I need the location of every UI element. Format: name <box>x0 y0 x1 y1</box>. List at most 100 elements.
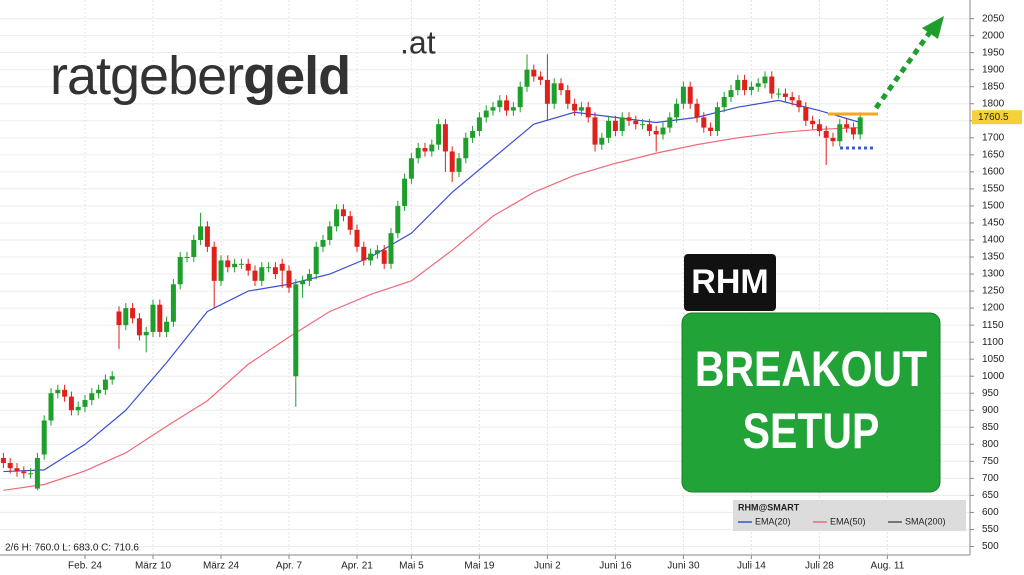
candle-body <box>810 120 816 125</box>
candle-body <box>272 267 278 275</box>
x-tick-label: Juni 16 <box>599 561 632 572</box>
candle-body <box>708 127 714 132</box>
candle-body <box>381 250 387 264</box>
candle-body <box>823 131 829 138</box>
x-tick-label: Mai 5 <box>399 561 424 572</box>
candle-body <box>497 100 503 108</box>
candle-body <box>626 117 632 121</box>
candle-body <box>198 226 204 240</box>
candle-body <box>34 457 40 489</box>
candle-body <box>374 250 380 254</box>
y-tick-label: 1300 <box>982 269 1005 280</box>
candle-body <box>347 216 353 230</box>
y-tick-label: 1250 <box>982 286 1005 297</box>
candle-body <box>585 107 591 118</box>
y-tick-label: 1550 <box>982 184 1005 195</box>
candles <box>0 54 863 491</box>
legend: EMA(20) EMA(50) SMA(200) <box>738 516 946 526</box>
candle-body <box>646 124 652 132</box>
candle-body <box>238 263 244 265</box>
x-tick-label: Juli 14 <box>737 561 766 572</box>
x-tick-label: März 10 <box>135 561 172 572</box>
candle-body <box>7 463 13 469</box>
candle-body <box>334 209 340 227</box>
legend-label: EMA(50) <box>830 516 866 526</box>
candle-body <box>116 311 122 326</box>
candle-body <box>776 93 782 95</box>
candle-body <box>300 280 306 285</box>
candle-body <box>306 274 312 281</box>
candle-body <box>225 260 231 268</box>
candle-body <box>769 76 775 94</box>
candle-body <box>395 205 401 234</box>
candle-body <box>102 379 108 390</box>
legend-label: SMA(200) <box>905 516 946 526</box>
legend-box <box>733 500 966 531</box>
candle-body <box>48 393 54 421</box>
candle-body <box>640 124 646 126</box>
candle-body <box>320 239 326 247</box>
candle-body <box>803 107 809 121</box>
candle-body <box>422 148 428 152</box>
candle-body <box>782 93 788 97</box>
candle-body <box>762 76 768 84</box>
y-tick-label: 1100 <box>982 337 1004 348</box>
y-tick-label: 1650 <box>982 149 1005 160</box>
y-tick-label: 1500 <box>982 201 1005 212</box>
y-tick-label: 500 <box>982 541 999 552</box>
candle-body <box>89 393 95 401</box>
candle-body <box>313 246 319 275</box>
candle-body <box>232 263 238 268</box>
candle-body <box>266 267 272 269</box>
y-tick-label: 650 <box>982 490 999 501</box>
last-price-box <box>972 110 1022 125</box>
candle-body <box>14 468 20 472</box>
levels <box>828 112 878 150</box>
candle-body <box>599 137 605 145</box>
candle-body <box>592 117 598 145</box>
candle-body <box>286 270 292 288</box>
y-tick-label: 900 <box>982 405 999 416</box>
y-tick-label: 1700 <box>982 132 1005 143</box>
y-tick-label: 1450 <box>982 218 1005 229</box>
y-tick-label: 850 <box>982 422 999 433</box>
candle-body <box>429 144 435 152</box>
candle-body <box>544 79 550 104</box>
candle-body <box>436 124 442 145</box>
y-tick-label: 550 <box>982 524 999 535</box>
y-tick-label: 1600 <box>982 167 1005 178</box>
candle-body <box>340 209 346 217</box>
candle-body <box>755 83 761 87</box>
y-tick-label: 750 <box>982 456 999 467</box>
candle-body <box>619 117 625 132</box>
x-tick-label: Aug. 11 <box>871 561 905 572</box>
candle-body <box>857 117 863 135</box>
candle-body <box>123 308 129 326</box>
candle-body <box>0 457 6 464</box>
x-tick-label: Juni 30 <box>667 561 700 572</box>
y-tick-label: 1850 <box>982 81 1005 92</box>
candle-body <box>830 137 836 142</box>
y-tick-label: 800 <box>982 439 999 450</box>
candle-body <box>388 233 394 264</box>
candle-body <box>837 124 843 142</box>
headline-box <box>681 312 941 493</box>
candle-body <box>28 473 34 475</box>
candle-body <box>728 90 734 97</box>
last-price-label: 1760.5 <box>978 112 1009 123</box>
candle-body <box>402 178 408 206</box>
y-tick-label: 600 <box>982 507 999 518</box>
headline: BREAKOUT <box>695 341 927 397</box>
y-tick-label: 1350 <box>982 252 1005 263</box>
candle-body <box>96 389 102 394</box>
candle-body <box>109 376 115 380</box>
candle-body <box>653 131 659 135</box>
candle-body <box>551 83 557 104</box>
candle-body <box>143 331 149 336</box>
candle-body <box>191 239 197 258</box>
candle-body <box>572 103 578 111</box>
candle-body <box>252 270 258 281</box>
candle-body <box>164 321 170 332</box>
candle-body <box>245 263 251 271</box>
candle-body <box>476 117 482 132</box>
